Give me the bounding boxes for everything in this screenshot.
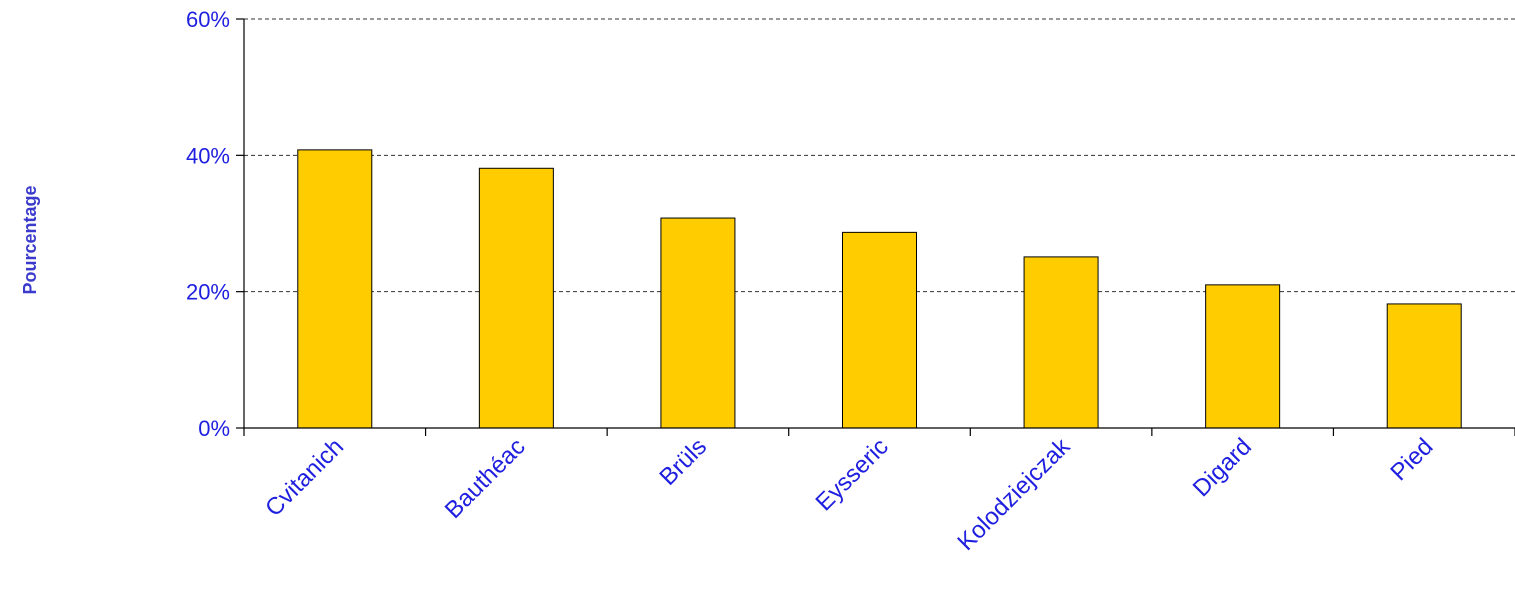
y-axis-title: Pourcentage xyxy=(20,185,40,294)
bar-Digard xyxy=(1205,284,1281,429)
bar-Eysseric xyxy=(842,231,917,429)
x-tick-label: Cvitanich xyxy=(260,433,349,522)
y-tick-label: 0% xyxy=(198,416,230,441)
bar-Pied xyxy=(1386,303,1462,429)
x-tick-label: Bauthéac xyxy=(440,433,531,524)
axes xyxy=(243,19,1515,436)
x-tick-label: Digard xyxy=(1188,433,1257,502)
bars xyxy=(297,149,1462,429)
bar-Cvitanich xyxy=(297,149,373,429)
x-tick-labels: Cvitanich Bauthéac Brüls Eysseric Kolodziejc… xyxy=(260,432,1438,556)
x-tick-label: Pied xyxy=(1385,433,1438,486)
bar-Brüls xyxy=(660,217,736,429)
y-tick-label: 40% xyxy=(186,143,230,168)
y-tick-labels: 0% 20% 40% 60% xyxy=(186,7,244,441)
y-tick-label: 60% xyxy=(186,7,230,32)
bar-Bauthéac xyxy=(478,167,554,429)
x-tick-label: Kolodziejczak xyxy=(952,432,1076,556)
y-tick-label: 20% xyxy=(186,280,230,305)
gridlines xyxy=(244,18,1515,293)
bar-Kolodziejczak xyxy=(1023,256,1099,429)
x-tick-label: Brüls xyxy=(654,433,712,491)
x-tick-label: Eysseric xyxy=(811,433,894,516)
